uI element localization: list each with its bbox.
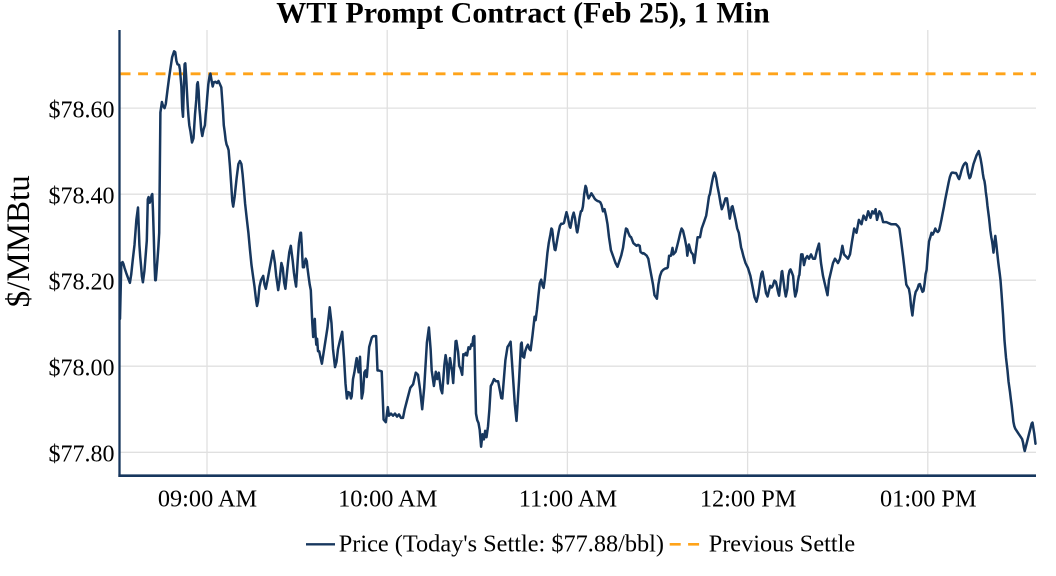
svg-text:Price (Today's Settle: $77.88/: Price (Today's Settle: $77.88/bbl) xyxy=(339,531,664,558)
svg-text:$/MMBtu: $/MMBtu xyxy=(1,175,37,307)
svg-text:$78.20: $78.20 xyxy=(49,270,115,296)
svg-text:WTI Prompt Contract (Feb 25),: WTI Prompt Contract (Feb 25), 1 Min xyxy=(276,0,770,29)
svg-text:Previous Settle: Previous Settle xyxy=(709,531,855,558)
svg-text:12:00 PM: 12:00 PM xyxy=(700,486,797,513)
svg-text:$78.60: $78.60 xyxy=(49,97,115,123)
svg-text:10:00 AM: 10:00 AM xyxy=(338,486,437,513)
svg-text:01:00 PM: 01:00 PM xyxy=(880,486,977,513)
svg-text:$78.00: $78.00 xyxy=(49,356,115,382)
svg-text:$78.40: $78.40 xyxy=(49,184,115,210)
svg-text:11:00 AM: 11:00 AM xyxy=(519,486,617,513)
svg-text:09:00 AM: 09:00 AM xyxy=(158,486,257,513)
svg-text:$77.80: $77.80 xyxy=(49,442,115,468)
